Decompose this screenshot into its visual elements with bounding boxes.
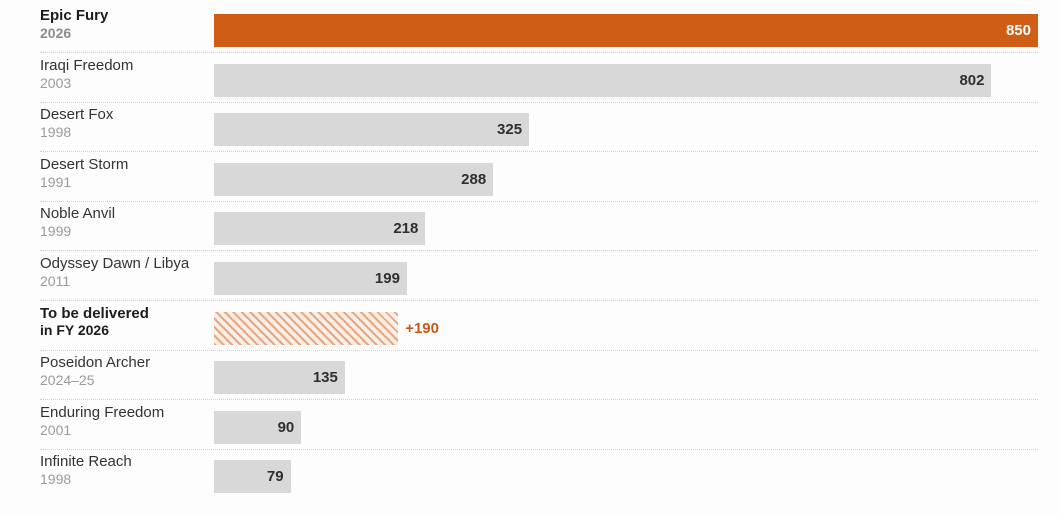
chart-row: Iraqi Freedom 2003 802 [40, 54, 1038, 103]
chart-row: Infinite Reach 1998 79 [40, 450, 1038, 499]
category-label: Enduring Freedom 2001 [40, 401, 210, 450]
category-label: Noble Anvil 1999 [40, 202, 210, 251]
category-label: To be delivered in FY 2026 [40, 302, 210, 351]
bar [214, 63, 992, 97]
data-label: 90 [277, 418, 295, 436]
data-label: 135 [312, 369, 338, 387]
category-sub-label: in FY 2026 [40, 321, 110, 338]
category-name: Noble Anvil [40, 205, 116, 223]
category-sub-label: 1998 [40, 124, 72, 141]
data-label: 802 [959, 71, 985, 89]
data-label: 850 [1005, 22, 1031, 39]
category-label: Poseidon Archer 2024–25 [40, 351, 210, 400]
chart-row: Enduring Freedom 2001 90 [40, 401, 1038, 450]
category-label: Infinite Reach 1998 [40, 450, 210, 499]
chart-row: Odyssey Dawn / Libya 2011 199 [40, 252, 1038, 301]
category-name: Iraqi Freedom [40, 56, 134, 74]
bar [214, 311, 399, 345]
chart-row: Poseidon Archer 2024–25 135 [40, 351, 1038, 401]
data-label: 79 [266, 468, 284, 486]
data-label: 288 [461, 170, 487, 188]
category-name: Desert Fox [40, 106, 114, 124]
category-sub-label: 2011 [40, 273, 71, 289]
bar [214, 113, 530, 147]
category-name: To be delivered [40, 304, 149, 322]
category-label: Desert Storm 1991 [40, 153, 210, 202]
category-sub-label: 2026 [40, 25, 72, 41]
bar [214, 460, 291, 494]
category-sub-label: 2001 [40, 421, 72, 438]
chart-row: Desert Fox 1998 325 [40, 103, 1038, 153]
data-label: 325 [497, 121, 523, 139]
bar [214, 14, 1038, 47]
category-label: Iraqi Freedom 2003 [40, 54, 210, 103]
category-sub-label: 1991 [40, 173, 72, 190]
category-name: Epic Fury [40, 7, 109, 24]
bar [214, 410, 302, 444]
category-label: Odyssey Dawn / Libya 2011 [40, 252, 210, 301]
chart-row: Desert Storm 1991 288 [40, 153, 1038, 202]
category-name: Infinite Reach [40, 453, 132, 471]
category-name: Desert Storm [40, 155, 129, 173]
bar [214, 162, 494, 196]
category-label: Desert Fox 1998 [40, 103, 210, 152]
chart-row: To be delivered in FY 2026 +190 [40, 302, 1038, 351]
category-sub-label: 1998 [40, 471, 72, 488]
bar [214, 212, 426, 246]
category-name: Enduring Freedom [40, 403, 165, 421]
data-label: 218 [393, 220, 419, 238]
bar [214, 361, 345, 395]
category-name: Odyssey Dawn / Libya [40, 255, 190, 272]
category-sub-label: 1999 [40, 223, 72, 240]
chart-row: Noble Anvil 1999 218 [40, 202, 1038, 252]
bar [214, 262, 407, 295]
chart-row: Epic Fury 2026 850 [40, 4, 1038, 53]
category-label: Epic Fury 2026 [40, 4, 210, 53]
data-label: +190 [405, 319, 439, 337]
data-label: 199 [374, 270, 400, 287]
category-sub-label: 2003 [40, 74, 72, 91]
category-name: Poseidon Archer [40, 354, 151, 372]
category-sub-label: 2024–25 [40, 372, 95, 389]
